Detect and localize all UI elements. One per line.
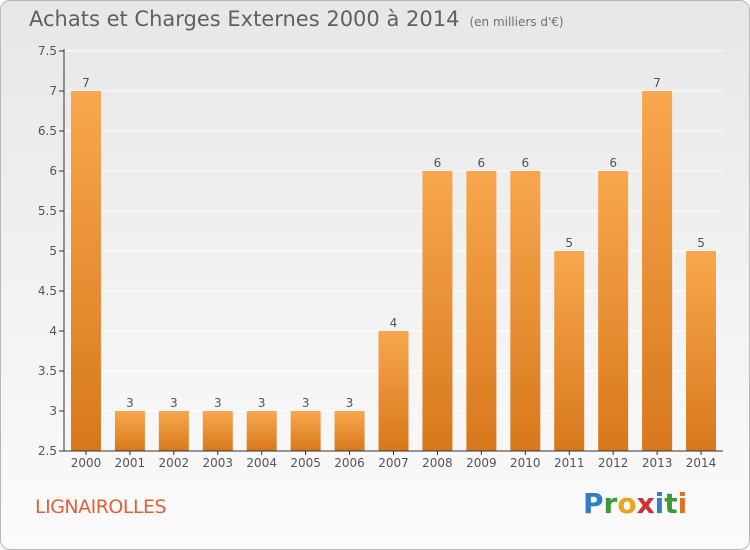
data-label: 3 <box>170 396 178 410</box>
data-label: 3 <box>346 396 354 410</box>
data-label: 3 <box>214 396 222 410</box>
data-label: 7 <box>82 76 90 90</box>
data-label: 3 <box>258 396 266 410</box>
commune-name: LIGNAIROLLES <box>35 496 167 518</box>
data-label: 3 <box>126 396 134 410</box>
data-label: 5 <box>565 236 573 250</box>
y-tick-label: 6.5 <box>38 124 57 138</box>
labels: 2.5 3 3.5 4 4.5 5 5.5 6 6.5 7 7.5 7 2000 3 2001 3 2002 3 2… <box>38 44 716 470</box>
y-tick-label: 3 <box>49 404 57 418</box>
bar-2012 <box>598 171 629 451</box>
data-label: 4 <box>390 316 398 330</box>
data-label: 6 <box>434 156 442 170</box>
bar-2013 <box>642 91 673 451</box>
x-tick-label: 2004 <box>246 456 277 470</box>
data-label: 7 <box>653 76 661 90</box>
logo-letter: t <box>664 487 678 520</box>
logo-letter: i <box>654 487 665 520</box>
chart-title: Achats et Charges Externes 2000 à 2014 (e… <box>29 7 564 31</box>
x-tick-label: 2000 <box>71 456 102 470</box>
logo-letter: r <box>603 487 618 520</box>
bar-2001 <box>114 411 145 451</box>
y-tick-label: 4 <box>49 324 57 338</box>
logo-letter: P <box>583 487 604 520</box>
x-tick-label: 2012 <box>598 456 629 470</box>
data-label: 6 <box>521 156 529 170</box>
bar-2003 <box>202 411 233 451</box>
logo-letter: i <box>677 487 688 520</box>
bar-2011 <box>554 251 585 451</box>
logo-letter: x <box>636 487 655 520</box>
bar-2002 <box>158 411 189 451</box>
y-tick-label: 2.5 <box>38 444 57 458</box>
bar-2004 <box>246 411 277 451</box>
x-tick-label: 2002 <box>159 456 190 470</box>
data-label: 3 <box>302 396 310 410</box>
bar-2006 <box>334 411 365 451</box>
bars <box>70 91 717 451</box>
data-label: 6 <box>478 156 486 170</box>
bar-2008 <box>422 171 453 451</box>
y-tick-label: 3.5 <box>38 364 57 378</box>
bar-2005 <box>290 411 321 451</box>
chart-unit: (en milliers d'€) <box>469 15 564 29</box>
data-label: 5 <box>697 236 705 250</box>
bar-2010 <box>510 171 541 451</box>
x-tick-label: 2005 <box>290 456 321 470</box>
y-tick-label: 5.5 <box>38 204 57 218</box>
data-label: 6 <box>609 156 617 170</box>
x-tick-label: 2009 <box>466 456 497 470</box>
x-tick-label: 2010 <box>510 456 541 470</box>
y-tick-label: 7 <box>49 84 57 98</box>
bar-2014 <box>686 251 717 451</box>
x-tick-label: 2001 <box>115 456 146 470</box>
proxiti-logo: Proxiti <box>583 487 687 520</box>
x-tick-label: 2003 <box>202 456 233 470</box>
bar-2007 <box>378 331 409 451</box>
x-tick-label: 2006 <box>334 456 365 470</box>
y-tick-label: 7.5 <box>38 44 57 58</box>
x-tick-label: 2014 <box>686 456 717 470</box>
bar-2000 <box>70 91 101 451</box>
chart-title-text: Achats et Charges Externes 2000 à 2014 <box>29 7 460 31</box>
bar-2009 <box>466 171 497 451</box>
y-tick-label: 4.5 <box>38 284 57 298</box>
y-tick-label: 5 <box>49 244 57 258</box>
logo-letter: o <box>617 487 637 520</box>
axes <box>59 49 723 455</box>
x-tick-label: 2007 <box>378 456 409 470</box>
x-tick-label: 2011 <box>554 456 585 470</box>
y-tick-label: 6 <box>49 164 57 178</box>
x-tick-label: 2008 <box>422 456 453 470</box>
x-tick-label: 2013 <box>642 456 673 470</box>
